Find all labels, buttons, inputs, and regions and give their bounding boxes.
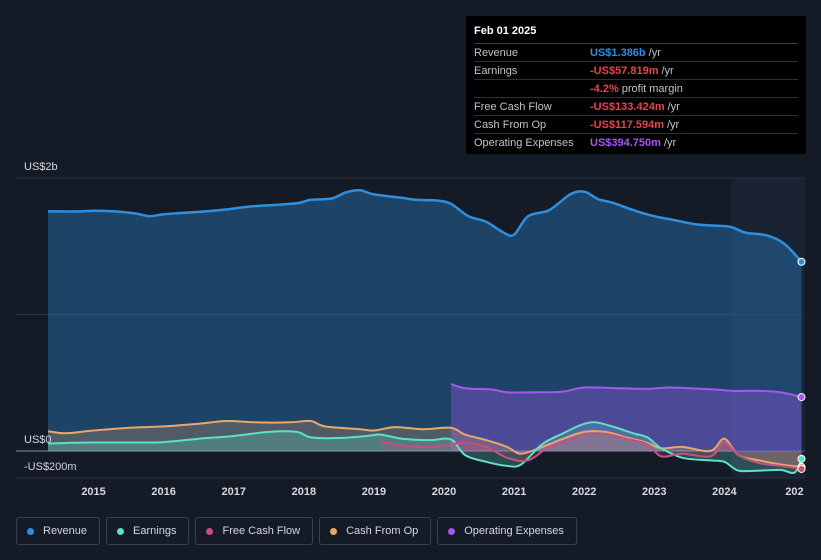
y-tick-label: US$2b [24,161,58,173]
x-tick-label: 2017 [222,486,246,498]
tooltip-label: Revenue [474,46,519,59]
x-tick-label: 2015 [81,486,105,498]
series-end-points [797,257,806,473]
line-free-cash-flow [380,432,802,470]
line-operating-expenses [450,383,802,399]
legend-item-revenue[interactable]: Revenue [16,517,101,545]
legend-dot [330,527,338,535]
x-tick-label: 2016 [151,486,175,498]
legend-dot [448,527,456,535]
tooltip-label: Operating Expenses [474,136,574,149]
legend-label: Revenue [43,525,88,537]
legend-label: Free Cash Flow [222,525,301,537]
legend-label: Cash From Op [346,525,419,537]
legend-dot [206,527,214,535]
line-earnings [47,421,803,475]
end-point-revenue [797,257,806,266]
tooltip-unit: profit margin [621,82,683,95]
y-axis: US$2b US$0 -US$200m [24,161,77,473]
line-revenue [47,188,803,263]
tooltip-row-earnings: Earnings -US$57.819m /yr [474,62,798,80]
tooltip-unit: /yr [661,64,674,77]
area-revenue [48,190,802,451]
tooltip-label: Free Cash Flow [474,100,552,113]
tooltip-label: Earnings [474,64,518,77]
legend-item-free-cash-flow[interactable]: Free Cash Flow [195,517,314,545]
end-point-free-cash-flow [797,464,806,473]
x-tick-label: 202 [785,486,803,498]
tooltip-value: -US$133.424m [590,100,665,113]
tooltip-row-operating-expenses: Operating Expenses US$394.750m /yr [474,134,798,151]
tooltip-row-revenue: Revenue US$1.386b /yr [474,44,798,62]
series-lines [47,188,803,475]
tooltip-value: -US$117.594m [590,118,664,131]
tooltip-unit: /yr [667,118,680,131]
end-point-earnings [797,454,806,463]
area-free-cash-flow [380,433,802,469]
y-tick-label: -US$200m [24,461,77,473]
legend-dot [27,527,34,535]
tooltip-panel: Feb 01 2025 Revenue US$1.386b /yr Earnin… [466,16,806,154]
tooltip-value: -4.2% [590,82,619,95]
x-tick-label: 2019 [362,486,386,498]
series-areas [48,190,802,474]
tooltip-value: US$1.386b [590,46,646,59]
financials-chart: US$2b US$0 -US$200m 2015 2016 2017 2018 2019… [16,161,806,498]
tooltip-unit: /yr [667,100,680,113]
legend-label: Earnings [133,525,177,537]
x-tick-label: 2023 [642,486,666,498]
tooltip-row-profit-margin: -4.2% profit margin [474,80,798,98]
end-point-operating-expenses [797,393,806,402]
legend-item-cash-from-op[interactable]: Cash From Op [319,517,432,545]
tooltip-label: Cash From Op [474,118,547,131]
tooltip-unit: /yr [663,136,677,149]
x-tick-label: 2020 [432,486,456,498]
gridlines [16,177,805,479]
tooltip-value: US$394.750m [590,136,661,149]
x-tick-label: 2024 [712,486,737,498]
area-cash-from-op [48,420,802,467]
tooltip-row-cash-from-op: Cash From Op -US$117.594m /yr [474,116,798,134]
x-tick-label: 2021 [502,486,526,498]
x-tick-label: 2022 [572,486,596,498]
legend-dot [117,527,125,535]
tooltip-row-free-cash-flow: Free Cash Flow -US$133.424m /yr [474,98,798,116]
legend-item-earnings[interactable]: Earnings [106,517,190,545]
line-cash-from-op [47,419,802,468]
x-tick-label: 2018 [292,486,316,498]
legend-item-operating-expenses[interactable]: Operating Expenses [437,517,577,545]
chart-legend: Revenue Earnings Free Cash Flow Cash Fro… [16,517,577,545]
area-operating-expenses [451,384,802,451]
tooltip-unit: /yr [648,46,661,59]
tooltip-value: -US$57.819m [590,64,659,77]
x-axis: 2015 2016 2017 2018 2019 2020 2021 2022 2023 2024… [81,486,803,498]
forecast-region [731,178,805,478]
legend-label: Operating Expenses [464,525,564,537]
tooltip-date: Feb 01 2025 [474,24,798,44]
y-tick-label: US$0 [24,434,52,446]
